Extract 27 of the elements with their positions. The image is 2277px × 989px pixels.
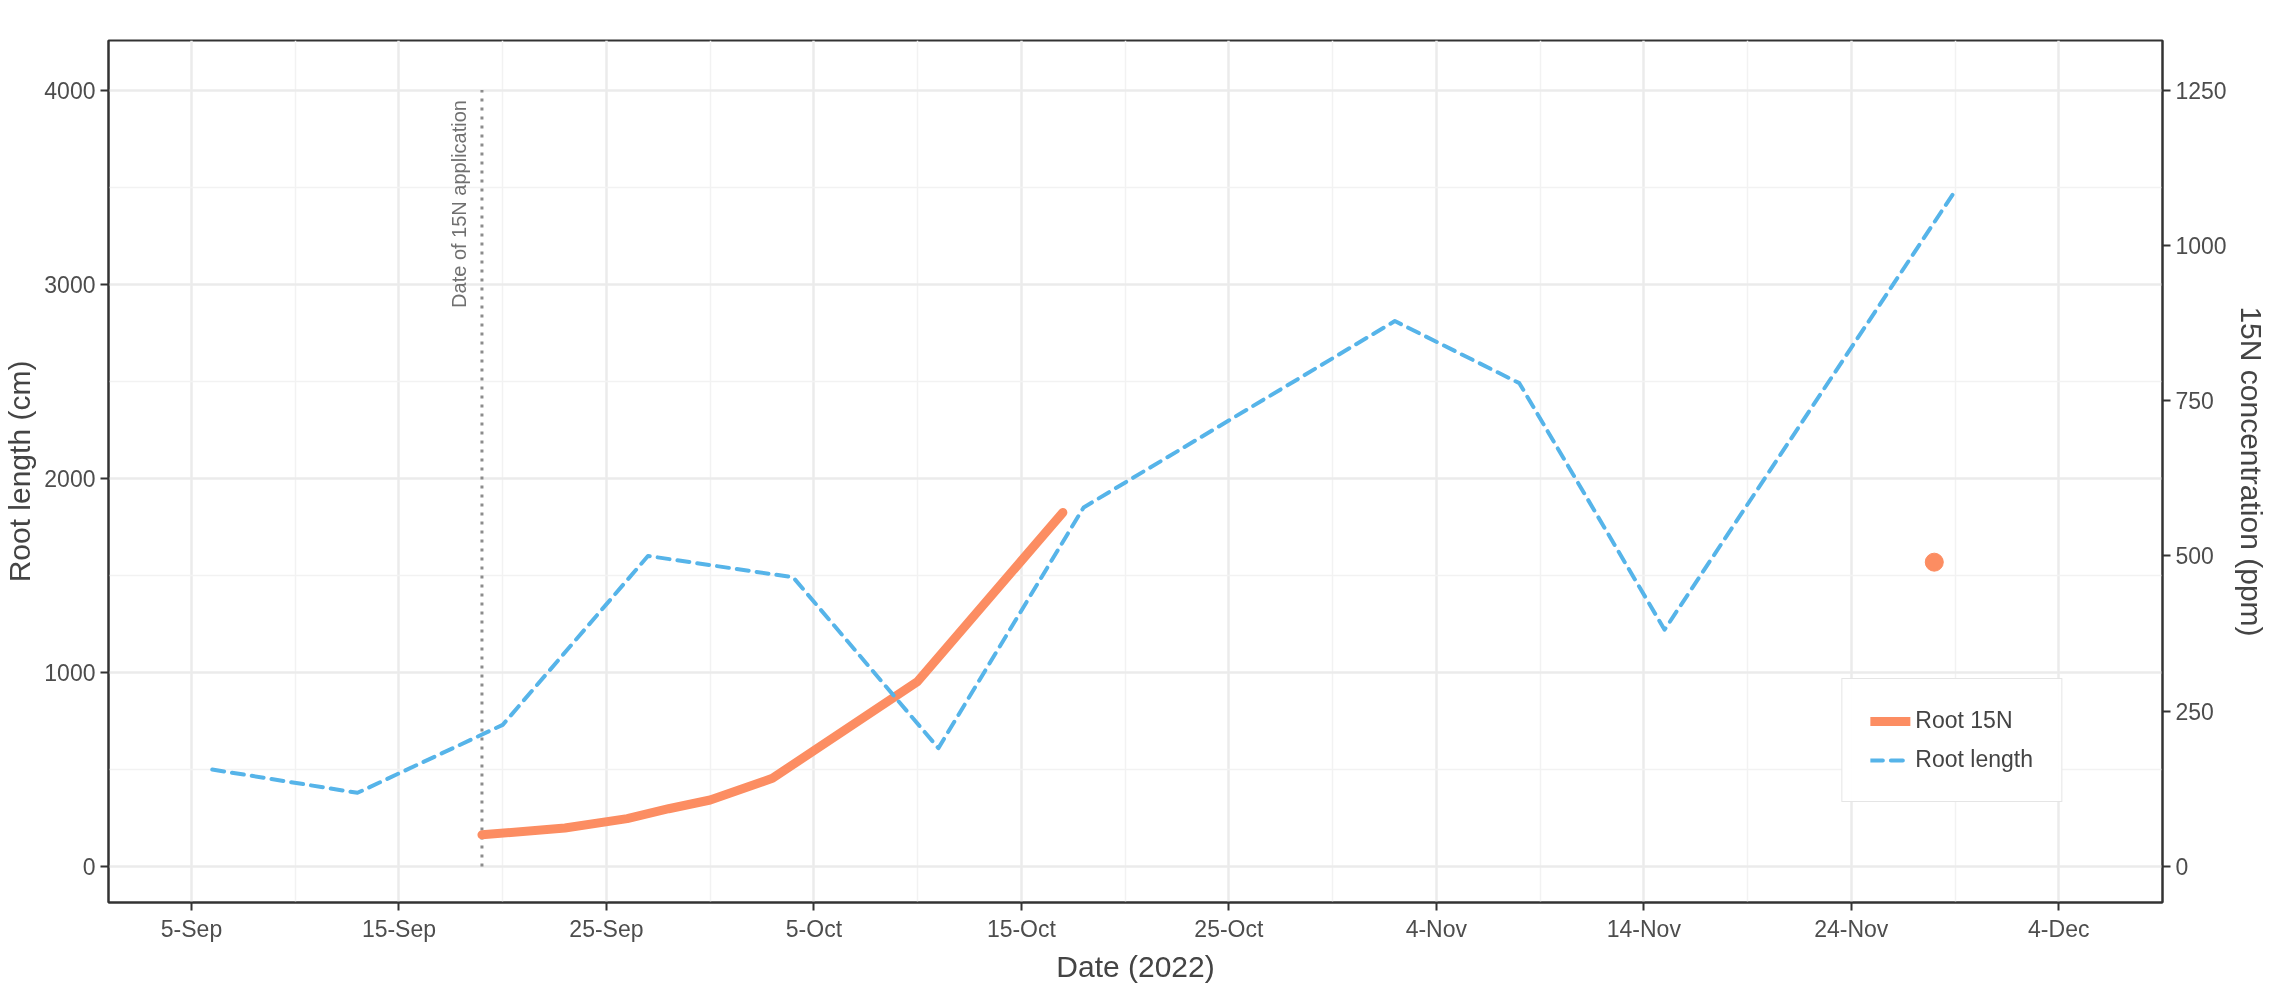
x-tick-label: 5-Sep [160, 915, 223, 942]
x-axis-title: Date (2022) [1056, 949, 1215, 983]
x-tick-label: 15-Oct [986, 915, 1057, 942]
x-tick-label: 15-Sep [361, 915, 437, 942]
y-tick-label: 2000 [44, 465, 96, 492]
y2-tick-label: 1250 [2175, 77, 2227, 104]
x-tick-label: 4-Dec [2028, 915, 2090, 942]
x-tick-label: 4-Nov [1405, 915, 1468, 942]
x-tick-label: 25-Sep [569, 915, 644, 942]
legend-label: Root length [1915, 746, 2033, 773]
ref-line-label: Date of 15N application [447, 100, 470, 308]
y2-tick-label: 250 [2175, 698, 2214, 725]
y2-axis-title: 15N concentration (ppm) [2234, 306, 2268, 637]
y-tick-label: 4000 [44, 77, 96, 104]
y-tick-label: 3000 [44, 271, 96, 298]
x-tick-label: 24-Nov [1814, 915, 1889, 942]
x-tick-label: 5-Oct [785, 915, 843, 942]
y2-tick-label: 750 [2175, 388, 2214, 415]
y-axis-title: Root length (cm) [3, 360, 37, 583]
y-tick-label: 0 [82, 854, 96, 881]
y2-tick-label: 1000 [2175, 232, 2227, 259]
legend-label: Root 15N [1915, 707, 2013, 734]
y2-tick-label: 0 [2175, 853, 2189, 880]
x-tick-label: 25-Oct [1194, 915, 1264, 942]
y-tick-label: 1000 [44, 659, 96, 686]
x-tick-label: 14-Nov [1606, 915, 1682, 942]
y2-tick-label: 500 [2175, 543, 2214, 570]
